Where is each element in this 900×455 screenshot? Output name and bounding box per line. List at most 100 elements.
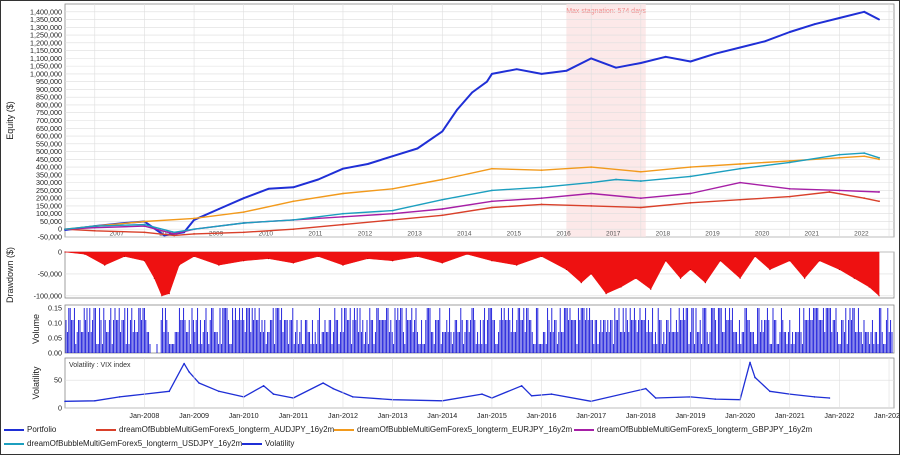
drawdown-point	[441, 262, 443, 264]
drawdown-point	[516, 264, 518, 266]
series-point	[639, 197, 642, 200]
series-point	[441, 130, 444, 133]
series-point	[788, 187, 791, 190]
legend-label: Volatility	[265, 439, 295, 448]
legend-swatch	[574, 428, 594, 431]
y-tick-label: 50,000	[40, 217, 62, 226]
x-tick-label: 2009	[209, 231, 224, 238]
x-tick-label: Jan-2015	[477, 411, 507, 420]
x-tick-label: Jan-2012	[328, 411, 358, 420]
drawdown-point	[769, 268, 771, 271]
y-tick-label: 950,000	[36, 77, 62, 86]
drawdown-point	[838, 268, 840, 271]
volatility-point	[64, 400, 66, 403]
legend-swatch	[242, 442, 262, 445]
x-tick-label: Jan-2022	[824, 411, 854, 420]
drawdown-point	[317, 255, 319, 257]
y-tick-label: 0	[58, 225, 62, 234]
legend-label: dreamOfBubbleMultiGemForex5_longterm_EUR…	[357, 425, 573, 434]
series-point	[689, 60, 692, 63]
x-tick-label: 2013	[407, 231, 422, 238]
x-tick-label: Jan-2018	[626, 411, 656, 420]
volatility-point	[352, 396, 354, 398]
volatility-point	[749, 361, 751, 364]
drawdown-point	[590, 273, 592, 275]
volatility-point	[168, 390, 171, 393]
legend-row-1: Portfolio dreamOfBubbleMultiGemForex5_lo…	[4, 425, 894, 439]
volatility-point	[550, 393, 553, 395]
series-point	[441, 178, 444, 181]
series-point	[64, 228, 66, 231]
series-line-1	[64, 191, 880, 237]
series-point	[416, 147, 419, 150]
series-point	[471, 91, 473, 94]
y-tick-label: 700,000	[36, 116, 62, 125]
series-point	[491, 200, 493, 203]
drawdown-point	[540, 255, 543, 257]
volatility-point	[530, 394, 533, 397]
series-point	[242, 231, 245, 234]
series-point	[878, 18, 881, 21]
x-tick-label: 2010	[258, 231, 273, 238]
drawdown-point	[243, 260, 245, 262]
x-tick-label: 2017	[606, 231, 621, 238]
y-tick-label: 50	[54, 376, 62, 385]
drawdown-point	[704, 282, 706, 284]
drawdown-point	[620, 286, 622, 288]
y-tick-label: 450,000	[36, 155, 62, 164]
series-point	[93, 229, 96, 232]
y-tick-label: 0.15	[48, 304, 62, 313]
volatility-panel: 0 50 Volatility : VIX index Jan-2008 Jan-200…	[31, 357, 900, 420]
x-tick-label: 2019	[705, 231, 720, 238]
drawdown-point	[580, 282, 582, 284]
drawdown-point	[804, 277, 806, 279]
series-point	[639, 170, 642, 173]
series-point	[391, 212, 394, 215]
series-point	[242, 211, 245, 214]
drawdown-point	[392, 260, 394, 262]
drawdown-point	[168, 293, 170, 295]
x-tick-label: Jan-2021	[775, 411, 805, 420]
series-point	[342, 192, 344, 195]
series-point	[242, 222, 245, 224]
x-tick-label: Jan-2017	[576, 411, 606, 420]
series-point	[689, 201, 692, 204]
legend-swatch	[96, 428, 116, 431]
series-point	[143, 223, 146, 226]
series-point	[764, 40, 766, 43]
legend-label: Portfolio	[27, 425, 57, 434]
series-point	[739, 163, 742, 165]
x-tick-label: Jan-2008	[129, 411, 159, 420]
volatility-point	[218, 390, 220, 393]
y-tick-label: 750,000	[36, 108, 62, 117]
series-point	[540, 186, 543, 189]
drawdown-point	[123, 255, 126, 257]
y-tick-label: 1,050,000	[30, 62, 62, 71]
drawdown-point	[466, 253, 468, 255]
series-point	[590, 166, 593, 169]
y-tick-label: 500,000	[36, 147, 62, 156]
x-tick-label: 2014	[457, 231, 472, 238]
series-point	[441, 198, 444, 201]
drawdown-point	[292, 262, 294, 264]
series-point	[486, 80, 488, 83]
volatility-point	[93, 399, 96, 402]
series-point	[292, 219, 295, 221]
series-point	[540, 169, 543, 172]
equity-panel: Max stagnation: 574 days-50,000050,00010…	[5, 3, 895, 242]
volatility-point	[188, 371, 190, 373]
volatility-point	[118, 396, 121, 398]
y-tick-label: 0	[58, 248, 62, 257]
x-tick-label: 2011	[308, 231, 322, 238]
drawdown-panel: 0 -50,000 -100,000 Drawdown ($)	[5, 247, 895, 303]
x-tick-label: Jan-2009	[179, 411, 209, 420]
series-point	[317, 178, 320, 181]
x-tick-label: 2021	[805, 231, 820, 238]
y-tick-label: 1,250,000	[30, 31, 62, 40]
series-point	[491, 189, 493, 192]
series-point	[441, 214, 444, 217]
volatility-point	[322, 382, 324, 384]
series-point	[456, 108, 459, 111]
y-tick-label: 1,100,000	[30, 54, 62, 63]
series-point	[565, 69, 568, 72]
